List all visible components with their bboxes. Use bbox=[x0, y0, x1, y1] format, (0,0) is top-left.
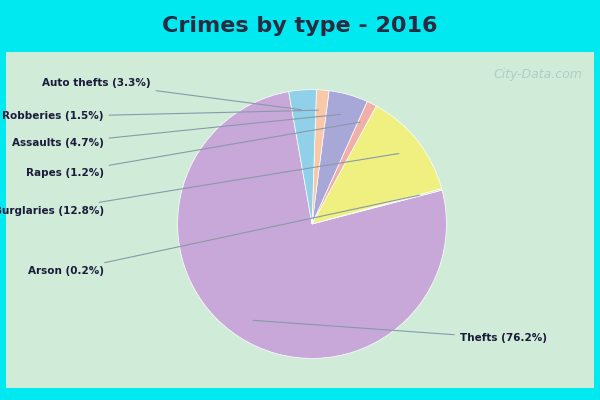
Text: Arson (0.2%): Arson (0.2%) bbox=[28, 195, 419, 276]
Text: Crimes by type - 2016: Crimes by type - 2016 bbox=[162, 16, 438, 36]
Wedge shape bbox=[312, 90, 329, 224]
Text: Robberies (1.5%): Robberies (1.5%) bbox=[2, 110, 319, 122]
Wedge shape bbox=[312, 102, 376, 224]
Wedge shape bbox=[312, 91, 367, 224]
Wedge shape bbox=[289, 90, 316, 224]
Wedge shape bbox=[312, 106, 442, 224]
Bar bbox=[6, 52, 594, 388]
Text: Assaults (4.7%): Assaults (4.7%) bbox=[12, 114, 340, 148]
Text: Rapes (1.2%): Rapes (1.2%) bbox=[26, 122, 360, 178]
Text: Auto thefts (3.3%): Auto thefts (3.3%) bbox=[42, 78, 301, 110]
Text: Thefts (76.2%): Thefts (76.2%) bbox=[253, 320, 547, 343]
Wedge shape bbox=[178, 92, 446, 358]
Wedge shape bbox=[312, 188, 442, 224]
Text: Burglaries (12.8%): Burglaries (12.8%) bbox=[0, 154, 399, 216]
Text: City-Data.com: City-Data.com bbox=[493, 68, 582, 81]
Bar bbox=[0, 0, 600, 52]
